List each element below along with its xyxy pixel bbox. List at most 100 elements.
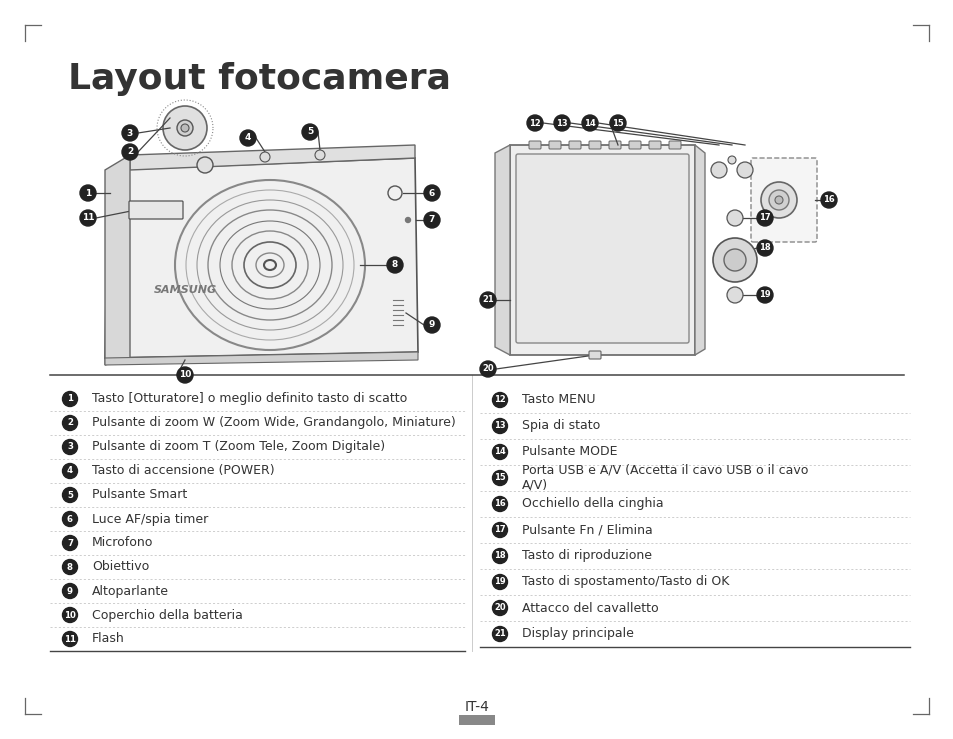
Circle shape [609,115,625,131]
Polygon shape [105,158,417,358]
Text: 18: 18 [494,551,505,560]
Text: 14: 14 [494,448,505,457]
FancyBboxPatch shape [516,154,688,343]
Text: 20: 20 [494,604,505,613]
Text: Flash: Flash [91,633,125,645]
Text: 19: 19 [759,290,770,299]
Text: 1: 1 [67,395,73,403]
Text: 6: 6 [429,188,435,197]
Text: 5: 5 [67,491,72,500]
Text: 13: 13 [556,118,567,128]
Circle shape [492,627,507,641]
Circle shape [526,115,542,131]
Text: Tasto MENU: Tasto MENU [521,393,595,406]
Text: Pulsante Smart: Pulsante Smart [91,488,187,502]
Circle shape [240,130,255,146]
Text: Coperchio della batteria: Coperchio della batteria [91,608,243,621]
Circle shape [423,185,439,201]
Circle shape [760,182,796,218]
Text: 8: 8 [392,261,397,270]
Circle shape [63,607,77,622]
Circle shape [492,471,507,486]
Circle shape [726,287,742,303]
FancyBboxPatch shape [588,351,600,359]
Polygon shape [510,145,695,355]
Circle shape [177,120,193,136]
Circle shape [80,185,96,201]
FancyBboxPatch shape [129,201,183,219]
FancyBboxPatch shape [529,141,540,149]
Circle shape [423,212,439,228]
Text: 21: 21 [494,630,505,638]
Text: Porta USB e A/V (Accetta il cavo USB o il cavo
A/V): Porta USB e A/V (Accetta il cavo USB o i… [521,464,807,492]
Text: 15: 15 [494,474,505,483]
Circle shape [492,418,507,434]
Text: 20: 20 [481,364,494,373]
Circle shape [492,392,507,407]
FancyBboxPatch shape [668,141,680,149]
Text: Luce AF/spia timer: Luce AF/spia timer [91,513,208,525]
Circle shape [63,440,77,454]
Text: 9: 9 [67,587,73,596]
Polygon shape [130,145,415,170]
Circle shape [723,249,745,271]
Circle shape [63,584,77,599]
Circle shape [163,106,207,150]
Circle shape [177,367,193,383]
Text: Pulsante di zoom W (Zoom Wide, Grandangolo, Miniature): Pulsante di zoom W (Zoom Wide, Grandango… [91,417,456,429]
FancyBboxPatch shape [568,141,580,149]
Text: 21: 21 [481,296,494,304]
Text: Microfono: Microfono [91,537,153,550]
Circle shape [581,115,598,131]
Circle shape [727,156,735,164]
Text: 15: 15 [612,118,623,128]
Circle shape [63,632,77,647]
Circle shape [821,192,836,208]
Circle shape [63,392,77,406]
Circle shape [710,162,726,178]
Circle shape [80,210,96,226]
Circle shape [63,536,77,551]
Text: 11: 11 [82,214,94,222]
Circle shape [554,115,569,131]
Text: 16: 16 [822,196,834,205]
Circle shape [181,124,189,132]
Circle shape [63,488,77,503]
Text: Altoparlante: Altoparlante [91,585,169,598]
Circle shape [492,522,507,537]
Text: Tasto di riproduzione: Tasto di riproduzione [521,550,651,562]
FancyBboxPatch shape [588,141,600,149]
Circle shape [63,511,77,526]
Text: 11: 11 [64,635,76,644]
FancyBboxPatch shape [648,141,660,149]
Text: 17: 17 [494,525,505,534]
Circle shape [387,257,402,273]
Polygon shape [105,155,130,365]
Text: Spia di stato: Spia di stato [521,420,599,432]
Circle shape [63,559,77,574]
Circle shape [774,196,782,204]
Circle shape [314,150,325,160]
Text: 7: 7 [67,539,73,548]
Text: Tasto di accensione (POWER): Tasto di accensione (POWER) [91,465,274,477]
Text: 8: 8 [67,562,73,571]
Circle shape [757,287,772,303]
Text: 10: 10 [64,610,76,619]
FancyBboxPatch shape [628,141,640,149]
Circle shape [768,190,788,210]
Circle shape [63,415,77,431]
Text: 14: 14 [583,118,596,128]
Text: 12: 12 [494,395,505,404]
FancyBboxPatch shape [750,158,816,242]
Circle shape [423,317,439,333]
Circle shape [196,157,213,173]
Circle shape [405,217,410,222]
Text: 2: 2 [803,227,809,237]
Text: 3: 3 [67,443,73,452]
Text: Pulsante di zoom T (Zoom Tele, Zoom Digitale): Pulsante di zoom T (Zoom Tele, Zoom Digi… [91,440,385,454]
Text: 7: 7 [428,216,435,225]
FancyBboxPatch shape [548,141,560,149]
Text: 16: 16 [494,500,505,508]
Text: Obiettivo: Obiettivo [91,560,149,573]
Circle shape [757,210,772,226]
